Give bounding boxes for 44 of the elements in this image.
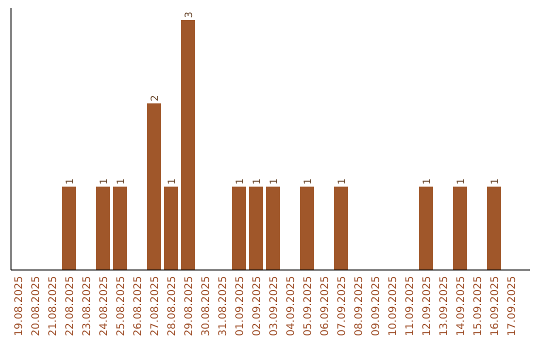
x-tick-label: 19.08.2025 [13, 276, 25, 336]
x-tick-label: 16.09.2025 [489, 276, 501, 336]
x-tick-label: 26.08.2025 [132, 276, 144, 336]
x-tick-label: 03.09.2025 [268, 276, 280, 336]
x-tick-label: 31.08.2025 [217, 276, 229, 336]
x-tick-label: 08.09.2025 [353, 276, 365, 336]
x-tick-label: 04.09.2025 [285, 276, 297, 336]
x-tick-label: 10.09.2025 [387, 276, 399, 336]
x-tick-label: 21.08.2025 [47, 276, 59, 336]
data-label: 2 [150, 94, 161, 102]
data-label: 1 [252, 178, 263, 185]
data-label: 1 [490, 178, 501, 185]
x-tick-label: 09.09.2025 [370, 276, 382, 336]
x-tick-label: 07.09.2025 [336, 276, 348, 336]
x-tick-label: 22.08.2025 [64, 276, 76, 336]
x-tick-label: 23.08.2025 [81, 276, 93, 336]
x-tick-label: 14.09.2025 [455, 276, 467, 336]
x-tick-label: 06.09.2025 [319, 276, 331, 336]
x-tick-label: 02.09.2025 [251, 276, 263, 336]
x-tick-label: 29.08.2025 [183, 276, 195, 336]
data-label: 1 [99, 178, 110, 185]
x-tick-label: 12.09.2025 [421, 276, 433, 336]
x-tick-label: 27.08.2025 [149, 276, 161, 336]
data-label: 1 [303, 178, 314, 185]
x-tick-label: 24.08.2025 [98, 276, 110, 336]
data-label: 1 [337, 178, 348, 185]
x-tick-label: 25.08.2025 [115, 276, 127, 336]
data-label: 1 [116, 178, 127, 185]
data-label: 3 [184, 12, 195, 18]
x-tick-label: 05.09.2025 [302, 276, 314, 336]
x-tick-label: 01.09.2025 [234, 276, 246, 336]
data-label: 1 [65, 178, 76, 185]
x-tick-label: 17.09.2025 [506, 276, 518, 336]
data-label: 1 [235, 178, 246, 185]
x-tick-label: 30.08.2025 [200, 276, 212, 336]
x-tick-label: 28.08.2025 [166, 276, 178, 336]
data-label: 1 [167, 178, 178, 185]
data-label: 1 [269, 178, 280, 185]
data-label: 1 [456, 178, 467, 185]
x-tick-label: 15.09.2025 [472, 276, 484, 336]
x-tick-label: 20.08.2025 [30, 276, 42, 336]
data-label: 1 [422, 178, 433, 185]
x-tick-label: 11.09.2025 [404, 276, 416, 336]
x-tick-label: 13.09.2025 [438, 276, 450, 336]
